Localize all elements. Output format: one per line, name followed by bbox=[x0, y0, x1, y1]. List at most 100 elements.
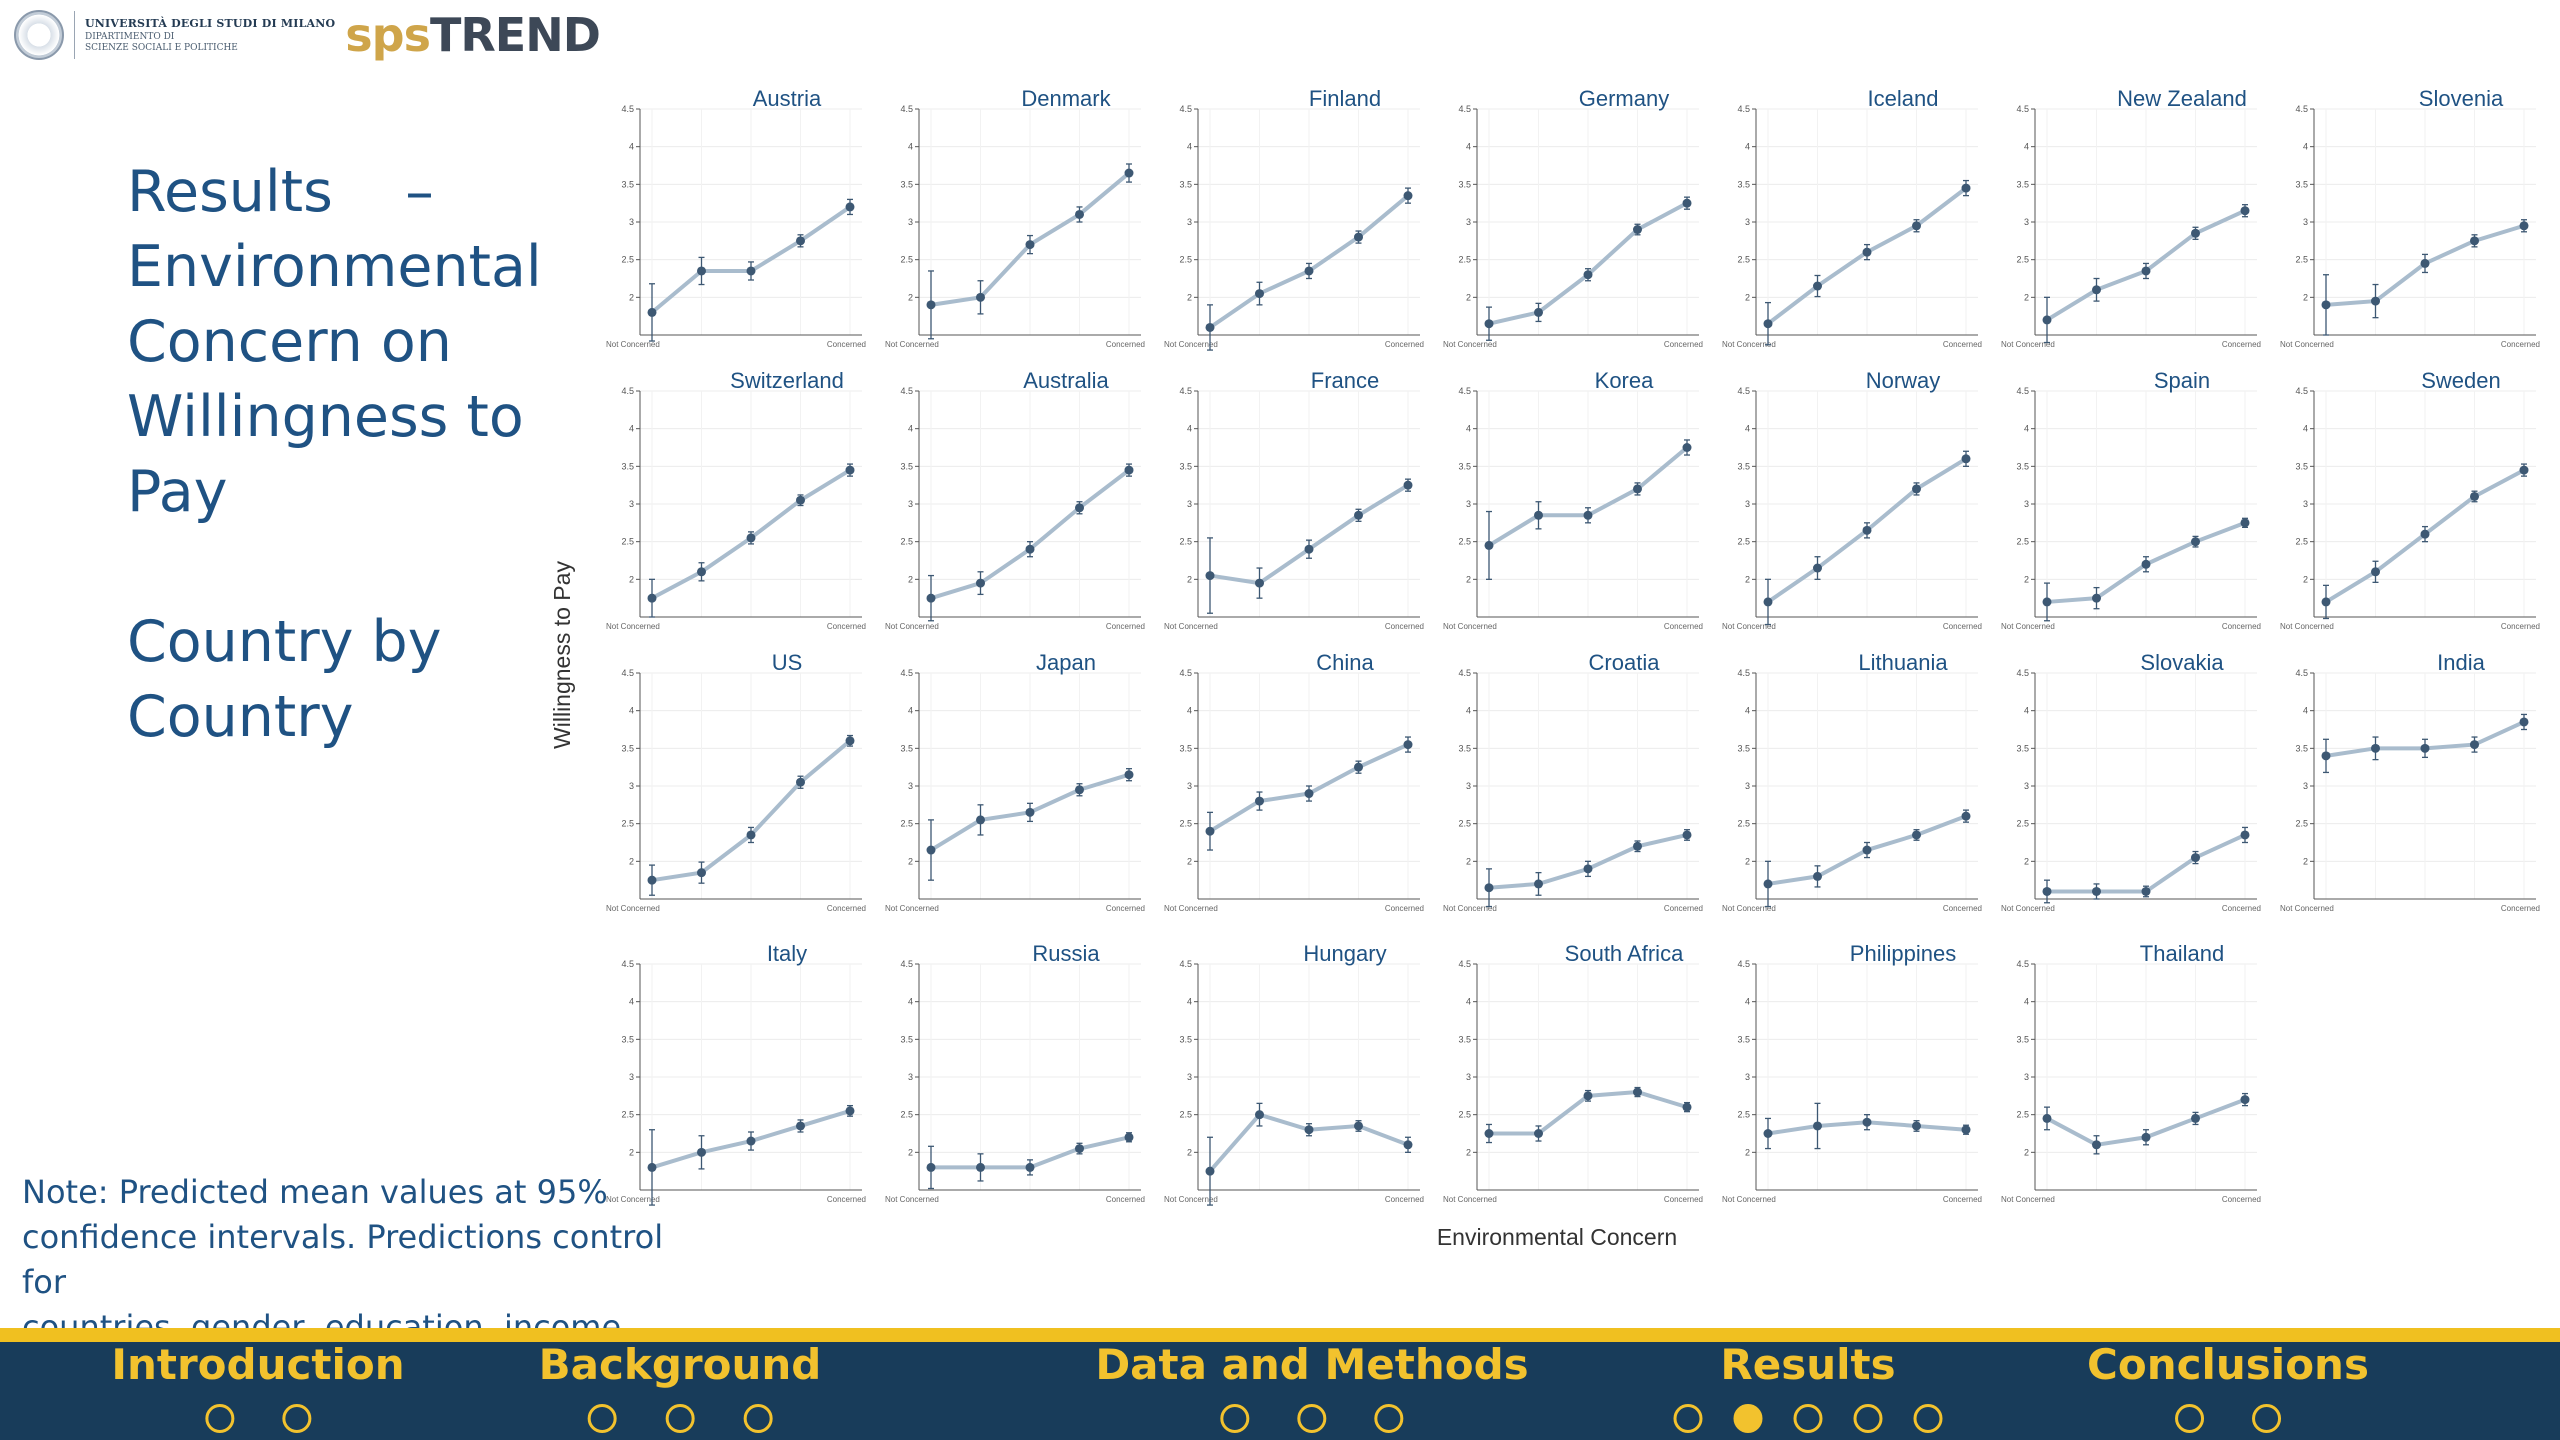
y-tick-label: 2.5 bbox=[2295, 537, 2308, 547]
y-tick-label: 2.5 bbox=[621, 255, 634, 265]
y-tick-label: 4.5 bbox=[621, 959, 634, 969]
nav-section-introduction[interactable]: Introduction bbox=[111, 1340, 405, 1433]
y-tick-label: 2 bbox=[629, 856, 634, 866]
data-point bbox=[796, 777, 805, 787]
data-point bbox=[1304, 1125, 1314, 1135]
nav-dot-icon[interactable] bbox=[587, 1404, 617, 1433]
y-tick-label: 2.5 bbox=[2295, 819, 2308, 829]
data-point bbox=[1354, 1121, 1363, 1131]
data-point bbox=[1025, 807, 1035, 817]
panel-title: Austria bbox=[753, 86, 822, 111]
nav-dot-icon[interactable] bbox=[665, 1404, 695, 1433]
data-point bbox=[1862, 845, 1872, 855]
nav-section-background[interactable]: Background bbox=[538, 1340, 822, 1433]
nav-dot-icon[interactable] bbox=[281, 1404, 311, 1433]
nav-dot-icon[interactable] bbox=[1733, 1404, 1763, 1433]
data-point bbox=[1025, 1162, 1035, 1172]
nav-dot-icon[interactable] bbox=[204, 1404, 234, 1433]
nav-section-data-and-methods[interactable]: Data and Methods bbox=[1095, 1340, 1529, 1433]
data-point bbox=[697, 1147, 706, 1157]
data-point bbox=[1075, 503, 1084, 513]
x-tick-label: Concerned bbox=[827, 622, 866, 631]
y-tick-label: 3.5 bbox=[900, 743, 913, 753]
data-point bbox=[2092, 285, 2101, 295]
panel-title: Switzerland bbox=[730, 368, 844, 393]
y-tick-label: 3.5 bbox=[1179, 1034, 1192, 1044]
y-axis-title: Willingness to Pay bbox=[549, 561, 575, 749]
nav-section-conclusions[interactable]: Conclusions bbox=[2087, 1340, 2369, 1433]
data-point bbox=[1912, 830, 1921, 840]
y-tick-label: 3 bbox=[1745, 781, 1750, 791]
x-tick-label: Not Concerned bbox=[1164, 340, 1218, 349]
nav-section-title[interactable]: Background bbox=[538, 1340, 822, 1389]
data-point bbox=[1205, 571, 1215, 581]
nav-section-results[interactable]: Results bbox=[1673, 1340, 1943, 1433]
nav-dot-icon[interactable] bbox=[2174, 1404, 2204, 1433]
nav-dot-icon[interactable] bbox=[1793, 1404, 1823, 1433]
nav-dot-icon[interactable] bbox=[1374, 1404, 1404, 1433]
nav-section-title[interactable]: Results bbox=[1720, 1340, 1896, 1389]
data-point bbox=[1813, 563, 1822, 573]
data-point bbox=[2141, 559, 2151, 569]
x-tick-label: Concerned bbox=[1385, 340, 1424, 349]
data-point bbox=[1682, 1102, 1692, 1112]
x-tick-label: Concerned bbox=[1106, 1195, 1145, 1204]
data-point bbox=[2519, 717, 2529, 727]
nav-dot-icon[interactable] bbox=[1673, 1404, 1703, 1433]
nav-dot-icon[interactable] bbox=[743, 1404, 773, 1433]
nav-section-title[interactable]: Data and Methods bbox=[1095, 1340, 1529, 1389]
x-tick-label: Not Concerned bbox=[606, 340, 660, 349]
y-tick-label: 3 bbox=[1466, 217, 1471, 227]
y-tick-label: 3.5 bbox=[621, 179, 634, 189]
x-tick-label: Concerned bbox=[2501, 340, 2540, 349]
y-tick-label: 2.5 bbox=[1179, 819, 1192, 829]
y-tick-label: 2 bbox=[629, 574, 634, 584]
data-point bbox=[2191, 228, 2200, 238]
x-tick-label: Not Concerned bbox=[606, 1195, 660, 1204]
y-tick-label: 3.5 bbox=[2295, 743, 2308, 753]
data-point bbox=[2240, 518, 2250, 528]
nav-dot-icon[interactable] bbox=[1853, 1404, 1883, 1433]
y-tick-label: 4 bbox=[1745, 142, 1750, 152]
x-tick-label: Concerned bbox=[2501, 622, 2540, 631]
data-point bbox=[2042, 1113, 2052, 1123]
data-point bbox=[2191, 537, 2200, 547]
country-chart-grid: 2 2.5 3 3.5 4 4.5 Not Concerned Concerned Austri… bbox=[549, 86, 2540, 1250]
nav-dot-icon[interactable] bbox=[1297, 1404, 1327, 1433]
y-tick-label: 4.5 bbox=[2295, 386, 2308, 396]
x-tick-label: Concerned bbox=[2222, 622, 2261, 631]
nav-dot-icon[interactable] bbox=[2251, 1404, 2281, 1433]
slide-title: Results – Environmental Concern on Willi… bbox=[127, 155, 567, 755]
data-point bbox=[697, 567, 706, 577]
x-tick-label: Not Concerned bbox=[1722, 904, 1776, 913]
y-tick-label: 2 bbox=[1466, 292, 1471, 302]
x-tick-label: Concerned bbox=[1385, 622, 1424, 631]
y-tick-label: 3.5 bbox=[1179, 461, 1192, 471]
panel-title: Croatia bbox=[1589, 650, 1661, 675]
section-nav-accent bbox=[0, 1328, 2560, 1342]
data-point bbox=[1403, 740, 1413, 750]
data-point bbox=[1354, 510, 1363, 520]
x-tick-label: Not Concerned bbox=[885, 904, 939, 913]
data-point bbox=[1205, 322, 1215, 332]
y-tick-label: 4 bbox=[1187, 424, 1192, 434]
x-tick-label: Concerned bbox=[1106, 622, 1145, 631]
data-point bbox=[1124, 168, 1134, 178]
y-tick-label: 4.5 bbox=[1458, 386, 1471, 396]
panel-title: Thailand bbox=[2140, 941, 2224, 966]
nav-dot-icon[interactable] bbox=[1220, 1404, 1250, 1433]
y-tick-label: 2.5 bbox=[1737, 537, 1750, 547]
nav-dot-icon[interactable] bbox=[1913, 1404, 1943, 1433]
y-tick-label: 3 bbox=[908, 499, 913, 509]
x-tick-label: Concerned bbox=[1664, 1195, 1703, 1204]
y-tick-label: 3.5 bbox=[1458, 461, 1471, 471]
x-tick-label: Not Concerned bbox=[885, 340, 939, 349]
nav-section-title[interactable]: Introduction bbox=[111, 1340, 405, 1389]
y-tick-label: 4.5 bbox=[2295, 668, 2308, 678]
data-point bbox=[1484, 319, 1494, 329]
nav-section-title[interactable]: Conclusions bbox=[2087, 1340, 2369, 1389]
y-tick-label: 4.5 bbox=[900, 104, 913, 114]
data-point bbox=[2042, 315, 2052, 325]
y-tick-label: 4.5 bbox=[2016, 959, 2029, 969]
y-tick-label: 3 bbox=[629, 781, 634, 791]
